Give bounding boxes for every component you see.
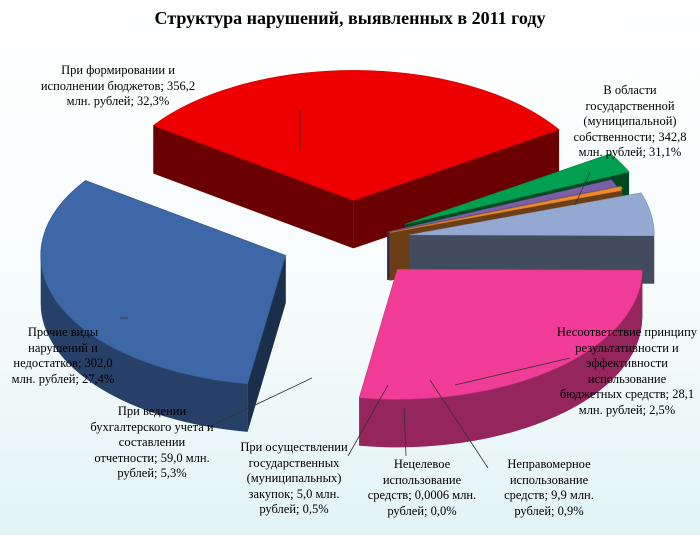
label-budgets: При формировании и исполнении бюджетов; … [40,63,196,108]
leader-line-4 [403,407,407,457]
leader-line-1 [574,171,591,206]
pie-slice-0 [152,70,560,249]
label-misuse: Нецелевое использование средств; 0,0006 … [367,457,477,518]
leader-line-2 [454,357,571,386]
chart-title: Структура нарушений, выявленных в 2011 г… [154,8,546,28]
label-property: В области государственной (муниципальной… [573,83,687,159]
label-procurement: При осуществлении государственных (муниц… [240,440,348,516]
leader-line-6 [214,377,313,425]
label-effectiveness: Несоответствие принципу результативности… [556,325,698,417]
pie-slice-6 [358,269,643,448]
pie-slice-7 [40,180,287,432]
leader-line-3 [429,379,489,469]
leader-line-5 [347,384,389,457]
label-accounting: При ведении бухгалтерского учета и соста… [90,404,214,480]
label-unlawful: Неправомерное использование средств; 9,9… [504,457,594,518]
label-other: Прочие виды нарушений и недостатков; 302… [11,325,115,386]
